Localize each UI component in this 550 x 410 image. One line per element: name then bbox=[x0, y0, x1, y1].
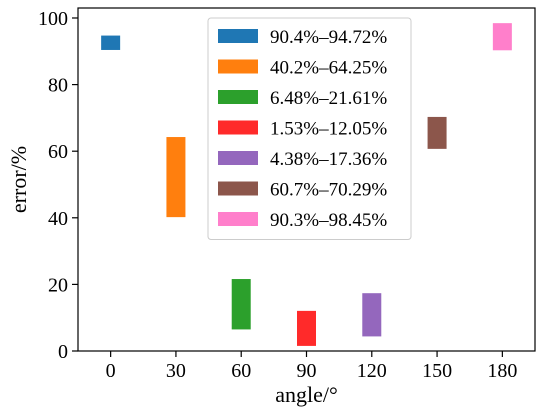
bar-30 bbox=[166, 137, 186, 218]
legend-label: 1.53%–12.05% bbox=[270, 119, 387, 140]
legend-label: 40.2%–64.25% bbox=[270, 58, 387, 79]
y-tick-label: 20 bbox=[48, 274, 68, 296]
x-tick-label: 0 bbox=[106, 360, 116, 382]
y-tick-label: 40 bbox=[48, 208, 68, 230]
x-tick-label: 90 bbox=[297, 360, 317, 382]
x-tick-label: 120 bbox=[357, 360, 387, 382]
x-tick-label: 30 bbox=[166, 360, 186, 382]
legend-label: 4.38%–17.36% bbox=[270, 149, 387, 170]
legend-box bbox=[207, 17, 412, 240]
bar-180 bbox=[492, 23, 512, 51]
x-tick-label: 60 bbox=[231, 360, 251, 382]
legend-swatch bbox=[218, 90, 258, 104]
legend-label: 6.48%–21.61% bbox=[270, 88, 387, 109]
legend-label: 90.4%–94.72% bbox=[270, 27, 387, 48]
legend-swatch bbox=[218, 120, 258, 135]
bar-60 bbox=[231, 279, 251, 330]
bar-90 bbox=[297, 310, 316, 346]
y-axis-label: error/% bbox=[6, 146, 31, 213]
x-axis-label: angle/° bbox=[275, 382, 338, 407]
x-tick-label: 150 bbox=[422, 360, 452, 382]
legend-swatch bbox=[218, 29, 258, 43]
y-tick-label: 0 bbox=[58, 341, 68, 363]
y-tick-label: 60 bbox=[48, 141, 68, 163]
legend-label: 60.7%–70.29% bbox=[270, 180, 387, 201]
x-tick-label: 180 bbox=[487, 360, 517, 382]
legend-swatch bbox=[218, 151, 258, 165]
y-tick-label: 80 bbox=[48, 75, 68, 97]
bar-0 bbox=[101, 35, 121, 50]
y-tick-label: 100 bbox=[38, 8, 68, 30]
bar-150 bbox=[427, 116, 447, 149]
bars-layer bbox=[101, 23, 512, 346]
x-axis: 0 30 60 90 120 150 180 bbox=[106, 351, 517, 382]
legend-swatch bbox=[218, 59, 258, 74]
y-axis: 0 20 40 60 80 100 bbox=[38, 8, 78, 363]
legend-label: 90.3%–98.45% bbox=[270, 210, 387, 231]
bar-120 bbox=[362, 293, 382, 337]
legend-swatch bbox=[218, 181, 258, 196]
legend: 90.4%–94.72% 40.2%–64.25% 6.48%–21.61% 1.53… bbox=[207, 17, 412, 240]
legend-swatch bbox=[218, 212, 258, 226]
